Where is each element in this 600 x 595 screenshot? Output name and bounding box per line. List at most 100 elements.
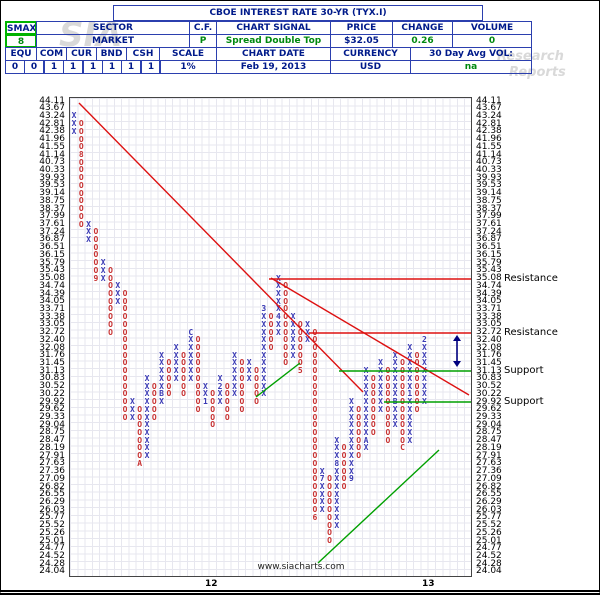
- pnf-mark: O: [385, 412, 391, 422]
- price-label-left: 40.73: [39, 157, 65, 168]
- price-label-left: 38.75: [39, 195, 65, 206]
- pnf-mark: O: [137, 420, 143, 430]
- price-label-right: 42.81: [476, 118, 502, 129]
- cur-header: CUR: [66, 47, 97, 61]
- price-label-left: 26.82: [39, 481, 65, 492]
- price-label-right: 35.08: [476, 273, 502, 284]
- pnf-mark: O: [356, 435, 362, 445]
- price-label-left: 27.09: [39, 473, 65, 484]
- smax-value: 8: [5, 34, 37, 48]
- price-label-left: 40.33: [39, 164, 65, 175]
- pnf-mark: O: [254, 397, 259, 407]
- month-marker: A: [363, 435, 369, 445]
- price-label-left: 25.01: [39, 535, 65, 546]
- price-label-right: 44.11: [476, 95, 502, 106]
- flag-cell: 1: [63, 60, 83, 74]
- pnf-mark: X: [334, 435, 340, 445]
- pnf-mark: O: [312, 404, 318, 414]
- price-label-left: 25.52: [39, 520, 65, 531]
- pnf-mark: O: [122, 397, 128, 407]
- price-label-left: 37.61: [39, 219, 65, 230]
- pnf-mark: O: [137, 443, 143, 453]
- price-label-right: 31.13: [476, 365, 502, 376]
- price-label-left: 29.92: [39, 396, 65, 407]
- price-label-right: 32.08: [476, 342, 502, 353]
- pnf-mark: O: [224, 389, 230, 399]
- pnf-mark: X: [334, 520, 340, 530]
- year-label: 12: [205, 579, 218, 589]
- pnf-mark: X: [71, 111, 77, 121]
- price-label-left: 36.15: [39, 249, 65, 260]
- pnf-mark: O: [400, 404, 405, 414]
- price-label-right: 34.74: [476, 280, 502, 291]
- pnf-mark: X: [348, 404, 354, 414]
- pnf-mark: X: [363, 427, 369, 437]
- pnf-mark: X: [129, 404, 135, 414]
- price-label-right: 39.53: [476, 180, 502, 191]
- pnf-mark: O: [122, 404, 128, 414]
- price-label-left: 28.19: [39, 442, 65, 453]
- price-label-left: 43.67: [39, 103, 65, 114]
- price-label-left: 30.22: [39, 388, 65, 399]
- pnf-mark: X: [421, 397, 427, 407]
- pnf-mark: O: [268, 343, 274, 353]
- price-label-left: 29.33: [39, 412, 65, 423]
- price-label-left: 37.24: [39, 226, 65, 237]
- price-label-right: 26.29: [476, 496, 502, 507]
- pnf-mark: X: [363, 404, 369, 414]
- month-marker: B: [159, 389, 164, 399]
- pnf-mark: O: [224, 404, 230, 414]
- price-label-right: 29.33: [476, 412, 502, 423]
- price-label-left: 28.47: [39, 435, 65, 446]
- price-label-left: 36.87: [39, 234, 65, 245]
- price-label-left: 41.14: [39, 149, 65, 160]
- flag-cell: 0: [24, 60, 44, 74]
- pnf-mark: O: [210, 420, 216, 430]
- change-header: CHANGE: [392, 21, 453, 35]
- month-marker: A: [137, 458, 143, 468]
- pnf-mark: O: [385, 404, 391, 414]
- price-label-right: 26.03: [476, 504, 502, 515]
- price-label-right: 39.14: [476, 188, 502, 199]
- price-label-left: 30.52: [39, 381, 65, 392]
- price-label-left: 41.55: [39, 141, 65, 152]
- change-value: 0.26: [392, 34, 453, 48]
- price-label-left: 39.53: [39, 180, 65, 191]
- pnf-mark: X: [129, 397, 135, 407]
- price-label-right: 33.05: [476, 319, 502, 330]
- price-label-left: 34.05: [39, 296, 65, 307]
- flag-cell: 1: [44, 60, 64, 74]
- price-label-left: 24.28: [39, 558, 65, 569]
- price-label-right: 24.28: [476, 558, 502, 569]
- pnf-mark: X: [144, 404, 150, 414]
- price-label-left: 32.08: [39, 342, 65, 353]
- pnf-mark: O: [239, 404, 245, 414]
- pnf-mark: X: [407, 427, 413, 437]
- pnf-mark: O: [239, 397, 245, 407]
- price-label-left: 31.76: [39, 350, 65, 361]
- pnf-mark: O: [151, 412, 157, 422]
- price-label-right: 38.75: [476, 195, 502, 206]
- csh-header: CSH: [126, 47, 160, 61]
- pnf-mark: X: [159, 397, 164, 407]
- pnf-mark: O: [370, 420, 376, 430]
- price-label-left: 44.11: [39, 95, 65, 106]
- pnf-mark: O: [210, 404, 216, 414]
- pnf-mark: O: [210, 397, 216, 407]
- pnf-mark: O: [312, 397, 318, 407]
- com-header: COM: [36, 47, 67, 61]
- pnf-mark: O: [370, 427, 376, 437]
- siacharts-url: www.siacharts.com: [257, 562, 345, 572]
- pnf-mark: X: [144, 389, 150, 399]
- pnf-mark: X: [363, 412, 369, 422]
- pnf-mark: X: [378, 397, 383, 407]
- pnf-mark: O: [312, 435, 318, 445]
- pnf-mark: O: [151, 389, 157, 399]
- pnf-mark: O: [224, 397, 230, 407]
- price-label-right: 36.87: [476, 234, 502, 245]
- price-label-right: 30.22: [476, 388, 502, 399]
- pnf-mark: O: [356, 427, 362, 437]
- price-label-left: 32.40: [39, 334, 65, 345]
- pnf-mark: O: [137, 412, 143, 422]
- pnf-mark: X: [363, 443, 369, 453]
